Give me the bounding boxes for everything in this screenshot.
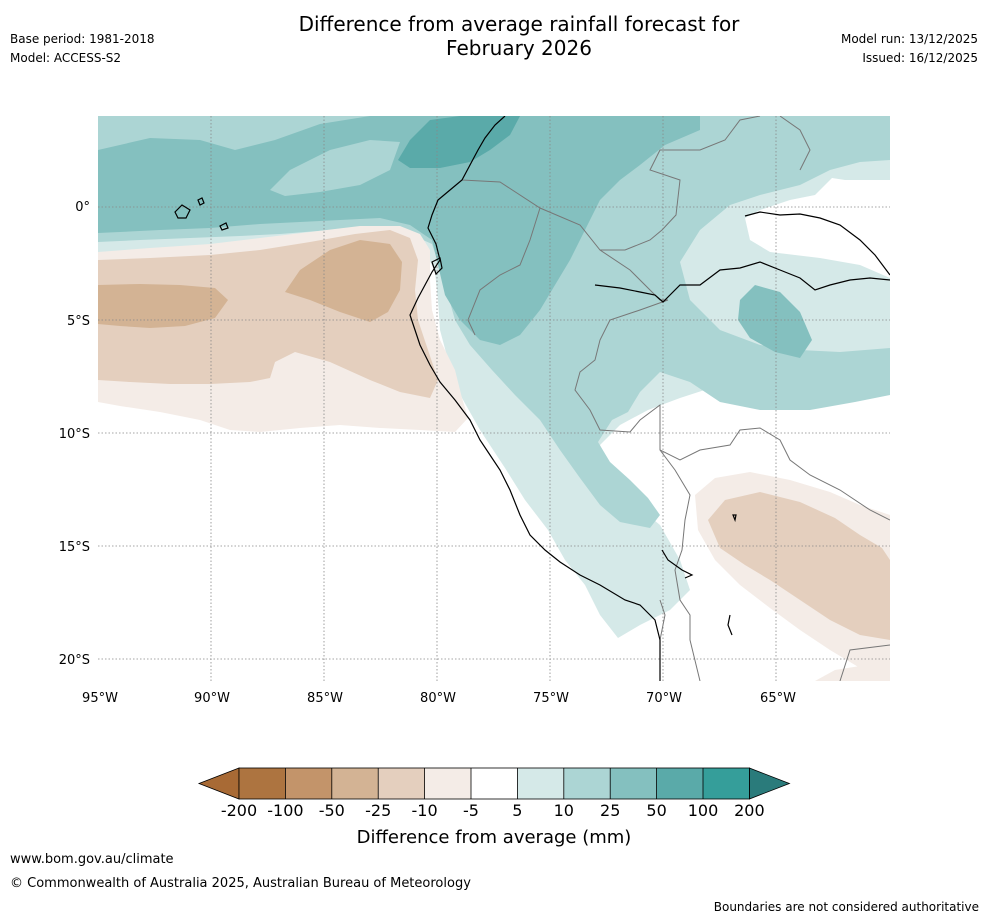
colorbar-tick-label: -10 xyxy=(412,801,438,820)
colorbar-extend-high xyxy=(749,767,791,800)
wet-band-north-50 xyxy=(398,116,520,168)
colorbar-segment xyxy=(424,768,471,799)
colorbar-tick-label: 50 xyxy=(646,801,666,820)
dry-region-southwest-corner xyxy=(815,666,890,681)
lon-label: 75°W xyxy=(533,691,569,706)
lat-label: 15°S xyxy=(59,540,90,555)
lat-label: 5°S xyxy=(67,314,90,329)
footer-disclaimer: Boundaries are not considered authoritat… xyxy=(713,900,979,914)
map-gridlines xyxy=(98,116,890,681)
coastline xyxy=(174,116,890,681)
colorbar-labels: -200 -100 -50 -25 -10 -5 5 10 25 50 100 200 xyxy=(221,801,765,820)
lon-label: 85°W xyxy=(307,691,343,706)
page-title: Difference from average rainfall forecas… xyxy=(219,12,819,60)
country-borders xyxy=(461,116,890,681)
colorbar-segment xyxy=(331,768,379,799)
footer-copyright: © Commonwealth of Australia 2025, Austra… xyxy=(10,876,471,891)
lat-label: 20°S xyxy=(59,653,90,668)
lon-label: 80°W xyxy=(420,691,456,706)
colorbar-segment xyxy=(656,768,703,799)
colorbar-outline xyxy=(238,767,750,800)
lat-label: 0° xyxy=(75,200,90,215)
colorbar-segment xyxy=(378,768,425,799)
colorbar-tick-label: -25 xyxy=(365,801,391,820)
base-period-text: Base period: 1981-2018 xyxy=(10,32,155,46)
colorbar-tick-label: 10 xyxy=(554,801,574,820)
dry-region-west-25 xyxy=(98,284,228,328)
colorbar-tick-label: 200 xyxy=(734,801,765,820)
colorbar-tick-label: -5 xyxy=(463,801,479,820)
dry-region-central-25 xyxy=(285,240,402,322)
colorbar-tick-label: -50 xyxy=(319,801,345,820)
title-line-1: Difference from average rainfall forecas… xyxy=(298,12,740,36)
colorbar-segment xyxy=(563,768,611,799)
issued-text: Issued: 16/12/2025 xyxy=(862,51,978,65)
dry-region-southeast-10 xyxy=(708,492,890,640)
wet-lobe-east xyxy=(738,285,812,358)
colorbar-segment xyxy=(285,768,332,799)
lon-label: 70°W xyxy=(646,691,682,706)
colorbar-segment xyxy=(471,768,518,799)
colorbar xyxy=(197,767,791,800)
colorbar-extend-low xyxy=(197,767,240,800)
colorbar-title: Difference from average (mm) xyxy=(357,827,632,848)
colorbar-tick-label: 25 xyxy=(600,801,620,820)
lon-label: 95°W xyxy=(82,691,118,706)
colorbar-tick-label: 5 xyxy=(512,801,522,820)
map-fields xyxy=(98,116,890,681)
colorbar-segment xyxy=(703,768,750,799)
lon-label: 65°W xyxy=(760,691,796,706)
wet-band-low-25 xyxy=(270,140,400,196)
colorbar-segment xyxy=(239,768,286,799)
model-run-text: Model run: 13/12/2025 xyxy=(840,32,978,46)
lon-label: 90°W xyxy=(194,691,230,706)
colorbar-tick-label: -100 xyxy=(267,801,303,820)
wet-band-north xyxy=(98,116,890,638)
colorbar-tick-label: -200 xyxy=(221,801,257,820)
colorbar-segment xyxy=(610,768,657,799)
colorbar-tick-label: 100 xyxy=(688,801,719,820)
model-text: Model: ACCESS-S2 xyxy=(10,51,122,65)
lat-label: 10°S xyxy=(59,427,90,442)
title-line-2: February 2026 xyxy=(446,36,592,60)
footer-url: www.bom.gov.au/climate xyxy=(10,852,174,867)
wet-band-north-25 xyxy=(98,116,700,345)
colorbar-segment xyxy=(517,768,564,799)
